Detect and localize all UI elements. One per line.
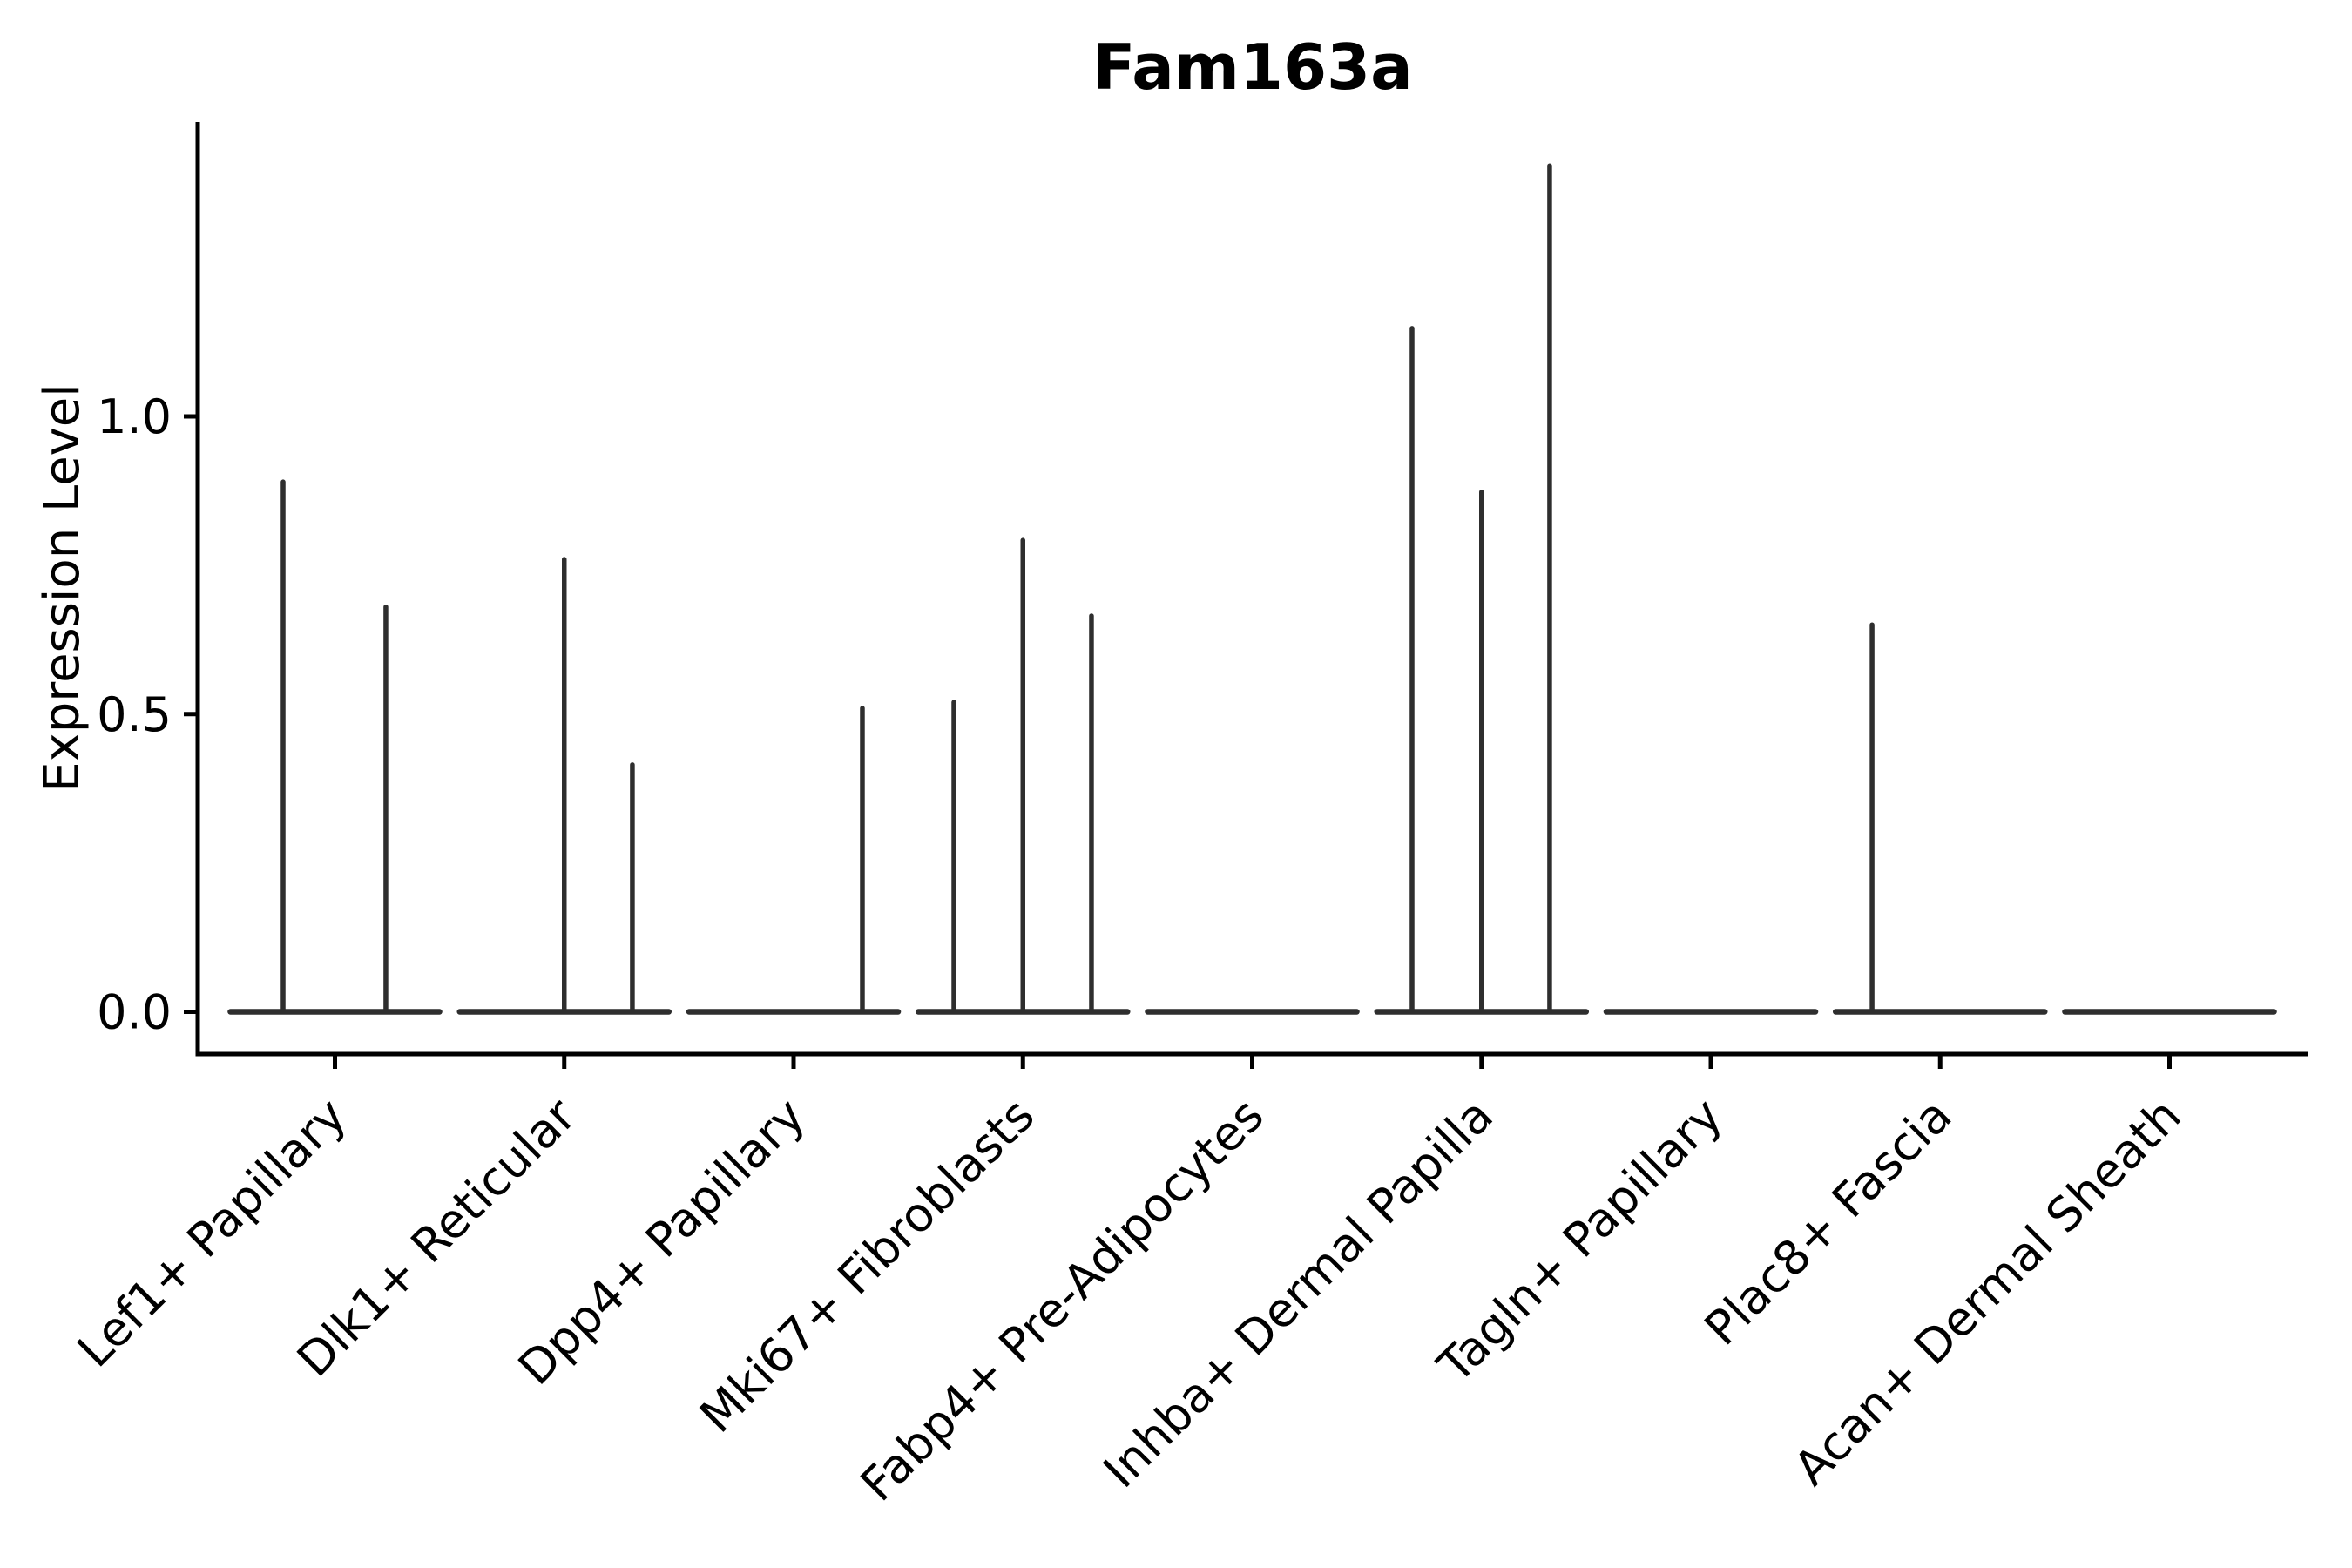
x-tick-label: Acan+ Dermal Sheath bbox=[1783, 1088, 2191, 1496]
violins-layer bbox=[227, 163, 2277, 1015]
chart-title: Fam163a bbox=[1092, 30, 1412, 104]
y-axis: 0.0 0.5 1.0 bbox=[97, 389, 198, 1040]
violin bbox=[1832, 622, 2048, 1015]
y-tick-label: 0.5 bbox=[97, 687, 172, 742]
violin bbox=[227, 479, 443, 1015]
y-tick-label: 1.0 bbox=[97, 389, 172, 444]
violin bbox=[686, 706, 902, 1015]
violin bbox=[915, 537, 1131, 1015]
y-tick-label: 0.0 bbox=[97, 985, 172, 1040]
x-tick-label: Fabp4+ Pre-Adipocytes bbox=[850, 1088, 1274, 1512]
axis-spines bbox=[195, 122, 2308, 1057]
y-axis-label: Expression Level bbox=[34, 383, 91, 793]
x-tick-label: Plac8+ Fascia bbox=[1694, 1088, 1963, 1356]
x-tick-label: Inhba+ Dermal Papilla bbox=[1093, 1088, 1504, 1498]
violin bbox=[1374, 163, 1590, 1015]
violin bbox=[456, 557, 672, 1015]
